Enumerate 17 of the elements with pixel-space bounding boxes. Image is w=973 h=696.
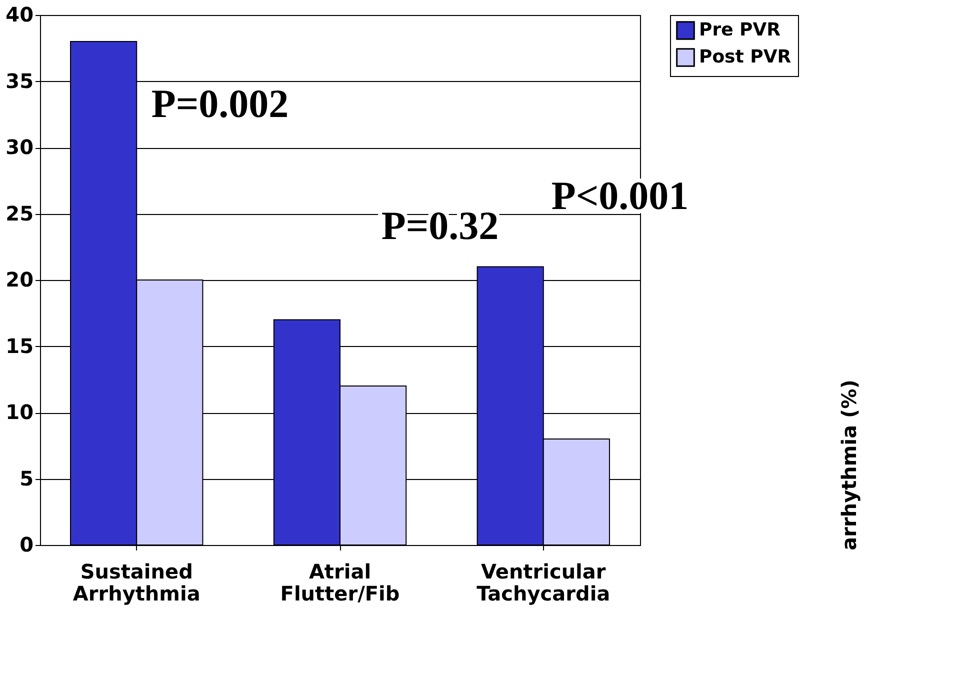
y-tick-label: 15	[6, 334, 34, 358]
y-tick-label: 25	[6, 201, 34, 226]
x-tick-label: Atrial Flutter/Fib	[280, 560, 400, 606]
y-tick-label: 20	[6, 268, 34, 292]
y-tick-label: 30	[6, 135, 34, 159]
annotation: P=0.32	[381, 203, 499, 248]
y-tick-label: 5	[20, 466, 34, 490]
text: arrhythmia (%)	[837, 380, 861, 550]
legend-label: Pre PVR	[699, 20, 781, 40]
legend-label: Post PVR	[699, 46, 792, 68]
y-tick-label: 35	[6, 68, 34, 93]
y-tick-label: 0	[20, 532, 34, 556]
annotation: P=0.002	[151, 81, 289, 126]
x-tick-label: Ventricular Tachycardia	[476, 560, 610, 606]
y-tick-label: 10	[6, 400, 34, 424]
x-tick-label: Sustained Arrhythmia	[72, 560, 200, 606]
y-tick-label: 40	[6, 2, 34, 26]
